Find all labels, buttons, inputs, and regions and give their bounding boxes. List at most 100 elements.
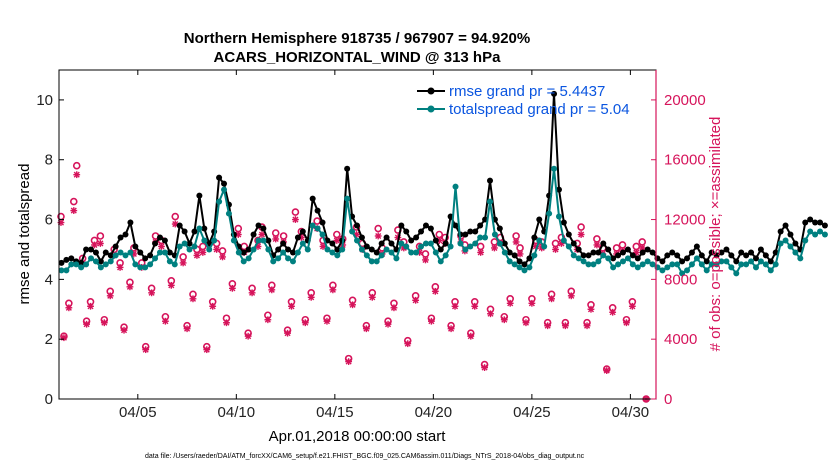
totalspread-point-139 [743, 261, 750, 268]
y-right-tick-label-0: 0 [664, 391, 672, 408]
rmse-point-71 [408, 237, 415, 244]
totalspread-point-134 [718, 258, 725, 265]
rmse-point-122 [659, 258, 666, 265]
obs-assimilated-point-9 [96, 240, 104, 247]
obs-assimilated-stroke-d2 [329, 286, 336, 293]
totalspread-point-96 [531, 252, 538, 259]
rmse-point-109 [595, 249, 602, 256]
obs-assimilated-stroke-d2 [292, 216, 299, 223]
totalspread-point-43 [270, 258, 277, 265]
obs-assimilated-stroke-d2 [422, 256, 429, 263]
totalspread-point-4 [78, 264, 85, 271]
rmse-point-92 [511, 252, 518, 259]
obs-assimilated-point-8 [91, 241, 98, 249]
y-right-tick-label-4: 16000 [664, 152, 706, 169]
obs-assimilated-point-39 [248, 289, 256, 297]
rmse-point-133 [713, 252, 720, 259]
rmse-point-100 [551, 90, 558, 97]
obs-possible-point-56 [333, 230, 341, 239]
obs-assimilated-stroke-d2 [272, 235, 279, 243]
totalspread-point-99 [546, 210, 553, 217]
totalspread-point-31 [211, 237, 218, 244]
rmse-point-101 [555, 186, 562, 193]
totalspread-point-51 [309, 222, 316, 229]
rmse-point-72 [413, 234, 420, 241]
rmse-point-44 [275, 246, 282, 253]
totalspread-point-116 [629, 261, 636, 268]
rmse-point-107 [585, 252, 592, 259]
obs-assimilated-point-1 [60, 334, 68, 342]
totalspread-point-25 [181, 240, 188, 247]
obs-assimilated-stroke-d2 [467, 333, 474, 340]
rmse-point-15 [132, 243, 139, 250]
totalspread-point-119 [644, 258, 651, 265]
rmse-point-140 [748, 249, 755, 256]
obs-assimilated-stroke-d2 [209, 303, 216, 310]
totalspread-point-130 [698, 261, 705, 268]
obs-assimilated-point-110 [609, 308, 617, 316]
obs-assimilated-stroke-d2 [65, 304, 72, 311]
rmse-point-96 [531, 234, 538, 241]
obs-assimilated-point-101 [561, 322, 569, 330]
totalspread-point-15 [132, 261, 139, 268]
totalspread-point-150 [797, 255, 804, 262]
totalspread-point-103 [565, 243, 572, 250]
obs-possible-point-52 [313, 217, 321, 225]
rmse-point-85 [477, 222, 484, 229]
obs-assimilated-stroke-d2 [369, 294, 376, 301]
obs-assimilated-point-73 [422, 256, 429, 264]
totalspread-point-152 [807, 228, 814, 235]
rmse-point-22 [166, 249, 173, 256]
totalspread-point-64 [373, 258, 380, 265]
totalspread-point-76 [432, 249, 439, 256]
obs-assimilated-point-55 [329, 286, 337, 294]
rmse-point-114 [619, 249, 626, 256]
totalspread-point-78 [442, 252, 449, 259]
totalspread-point-146 [777, 240, 784, 247]
obs-assimilated-point-41 [258, 231, 266, 238]
obs-assimilated-stroke-d2 [229, 285, 236, 292]
obs-assimilated-stroke-d2 [603, 367, 610, 374]
rmse-point-143 [762, 252, 769, 259]
totalspread-point-62 [363, 252, 370, 259]
totalspread-point-100 [551, 165, 558, 172]
obs-assimilated-point-18 [142, 346, 150, 354]
obs-assimilated-point-84 [477, 249, 485, 256]
totalspread-point-47 [289, 258, 296, 265]
totalspread-point-53 [319, 231, 326, 238]
totalspread-point-36 [235, 249, 242, 256]
totalspread-point-11 [112, 252, 119, 259]
obs-assimilated-stroke-d2 [448, 325, 455, 332]
rmse-point-131 [703, 258, 710, 265]
rmse-point-58 [344, 165, 351, 172]
rmse-point-138 [738, 249, 745, 256]
rmse-point-83 [467, 228, 474, 235]
obs-assimilated-stroke-d2 [404, 340, 411, 347]
rmse-point-137 [733, 258, 740, 265]
obs-assimilated-point-3 [70, 207, 78, 214]
obs-possible-point-36 [234, 224, 243, 233]
y-right-tick-label-1: 4000 [664, 331, 697, 348]
totalspread-point-10 [107, 258, 114, 265]
totalspread-point-84 [472, 240, 479, 247]
y-left-tick-label-4: 8 [45, 152, 53, 169]
obs-assimilated-point-78 [447, 325, 455, 333]
obs-assimilated-point-92 [516, 250, 524, 258]
obs-assimilated-point-48 [292, 216, 299, 223]
obs-assimilated-point-99 [552, 246, 559, 253]
rmse-point-103 [565, 231, 572, 238]
obs-assimilated-stroke-d2 [184, 325, 191, 332]
legend-totalspread-label: totalspread grand pr = 5.04 [449, 101, 630, 118]
totalspread-point-27 [191, 243, 198, 250]
ticks-layer: 04/05 04/10 04/15 04/20 04/25 04/30 0 2 4 6 8 10 0 40… [36, 70, 706, 421]
rmse-point-77 [437, 246, 444, 253]
totalspread-point-70 [403, 243, 410, 250]
obs-assimilated-point-66 [384, 320, 392, 328]
rmse-point-6 [88, 246, 95, 253]
obs-assimilated-point-51 [307, 293, 315, 301]
obs-possible-point-25 [179, 253, 187, 261]
obs-assimilated-point-71 [412, 296, 420, 304]
obs-assimilated-point-75 [431, 287, 439, 295]
rmse-point-1 [63, 256, 70, 263]
